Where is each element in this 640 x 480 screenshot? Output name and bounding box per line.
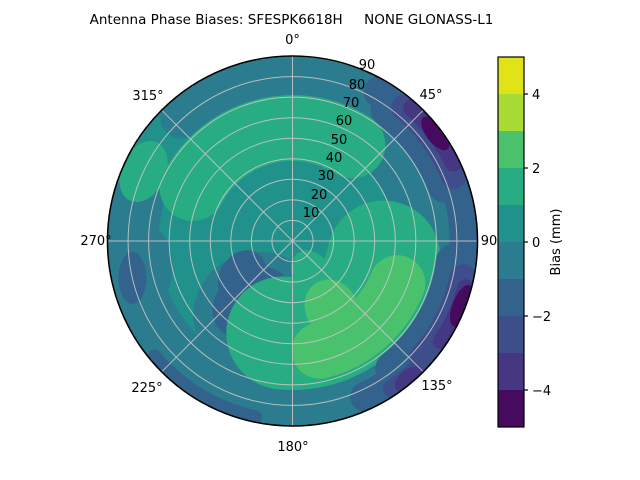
radial-label-70: 70 [343, 96, 360, 111]
radial-label-30: 30 [318, 169, 335, 184]
polar-grid [108, 56, 477, 426]
grid-spoke-135-315 [161, 109, 424, 373]
radial-label-50: 50 [331, 133, 348, 148]
colorbar-axis-label: Bias (mm) [549, 209, 564, 276]
colorbar: 4 2 0 −2 −4 Bias (mm) [497, 56, 564, 428]
colorbar-tick-label: 2 [532, 162, 540, 177]
contour-region [291, 255, 426, 379]
theta-label-180: 180° [277, 440, 308, 455]
colorbar-band [498, 168, 524, 205]
contour-region [449, 285, 474, 327]
colorbar-band [498, 57, 524, 94]
radial-label-60: 60 [336, 114, 353, 129]
contour-region [421, 116, 450, 151]
radial-label-20: 20 [311, 188, 328, 203]
plot-title: Antenna Phase Biases: SFESPK6618H NONE G… [90, 12, 494, 28]
colorbar-band [498, 131, 524, 168]
colorbar-ticks [524, 93, 528, 391]
contour-field [108, 56, 477, 426]
colorbar-bands [498, 57, 524, 427]
colorbar-tick-label: 0 [532, 236, 540, 251]
contour-region [147, 349, 263, 425]
theta-labels: 0° 45° 90 135° 180° 225° 270° 315° [80, 33, 497, 455]
theta-label-0: 0° [285, 33, 300, 48]
colorbar-tick-label: −4 [532, 384, 551, 399]
theta-label-45: 45° [419, 88, 442, 103]
theta-label-90: 90 [481, 234, 498, 249]
radial-label-40: 40 [326, 151, 343, 166]
colorbar-tick-labels: 4 2 0 −2 −4 [532, 88, 551, 399]
contour-band-east-rim [326, 65, 477, 419]
radial-labels: 10 20 30 40 50 60 70 80 90 [303, 58, 376, 221]
polar-spine [106, 55, 479, 427]
colorbar-band [498, 390, 524, 427]
theta-label-270: 270° [80, 234, 111, 249]
radial-label-90: 90 [359, 58, 376, 73]
colorbar-band [498, 94, 524, 131]
colorbar-band [498, 279, 524, 316]
theta-label-315: 315° [132, 89, 163, 104]
theta-label-225: 225° [131, 381, 162, 396]
colorbar-tick-label: −2 [532, 310, 551, 325]
colorbar-band [498, 316, 524, 353]
colorbar-tick-label: 4 [532, 88, 540, 103]
contour-region [159, 95, 386, 221]
colorbar-band [498, 353, 524, 390]
colorbar-band [498, 205, 524, 242]
radial-label-80: 80 [349, 78, 366, 93]
radial-label-10: 10 [303, 206, 320, 221]
colorbar-band [498, 242, 524, 279]
theta-label-135: 135° [421, 379, 452, 394]
